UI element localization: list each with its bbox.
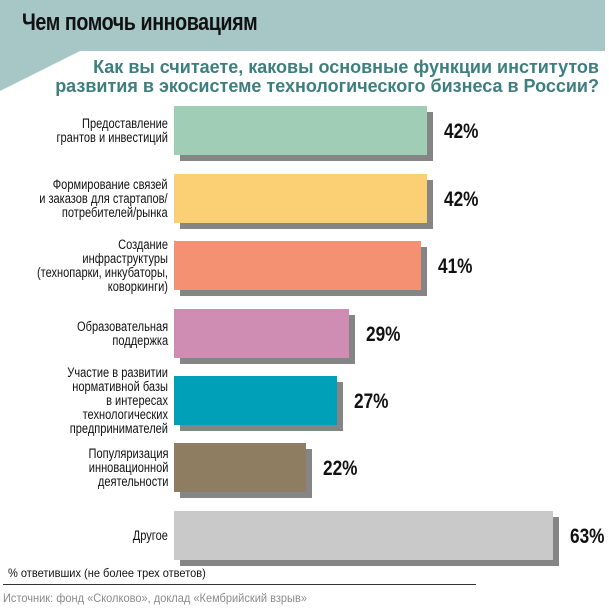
source-note: Источник: фонд «Сколково», доклад «Кембр… — [3, 591, 307, 605]
bar-label: Образовательная поддержка — [57, 309, 168, 358]
bar-row: Другое 63% — [0, 511, 609, 567]
bar — [174, 443, 306, 492]
subtitle-line-1: Как вы считаете, каковы основные функции… — [93, 57, 599, 77]
bar-row: Образовательная поддержка 29% — [0, 309, 609, 365]
chart-title: Чем помочь инновациям — [22, 9, 258, 36]
axis-note: % ответивших (не более трех ответов) — [8, 566, 206, 580]
bar — [174, 511, 553, 560]
bar-label: Другое — [125, 511, 168, 560]
header-banner — [0, 0, 605, 51]
bar-row: Популяризация инновационной деятельности… — [0, 443, 609, 499]
bar-label-text: Формирование связей и заказов для старта… — [39, 176, 169, 220]
bar-label-text: Образовательная поддержка — [76, 318, 168, 348]
bar-value-label: 22% — [323, 457, 358, 480]
bar-label: Формирование связей и заказов для старта… — [11, 174, 168, 223]
bar-label: Участие в развитии нормативной базы в ин… — [0, 365, 168, 435]
bar-label-text: Популяризация инновационной деятельности — [88, 445, 168, 489]
bar-label-text: Создание инфраструктуры (технопарки, инк… — [36, 236, 168, 294]
bar-value-label: 41% — [438, 255, 473, 278]
bar-value-label: 27% — [354, 390, 389, 413]
bar — [174, 241, 421, 290]
divider — [3, 584, 476, 585]
bar-label-text: Другое — [132, 527, 168, 543]
bar-label-text: Предоставление грантов и инвестиций — [56, 115, 168, 145]
subtitle-line-2: развития в экосистеме технологического б… — [55, 76, 599, 96]
bar-row: Создание инфраструктуры (технопарки, инк… — [0, 237, 609, 297]
chart-subtitle: Как вы считаете, каковы основные функции… — [39, 58, 599, 96]
bar — [174, 106, 427, 155]
bar-value-label: 29% — [366, 323, 401, 346]
bar-row: Предоставление грантов и инвестиций 42% — [0, 106, 609, 162]
bar-value-label: 42% — [444, 188, 479, 211]
bar-value-label: 42% — [444, 120, 479, 143]
bar — [174, 376, 337, 425]
bar-label: Предоставление грантов и инвестиций — [32, 106, 168, 155]
bar-label: Создание инфраструктуры (технопарки, инк… — [0, 237, 168, 293]
bar-row: Участие в развитии нормативной базы в ин… — [0, 365, 609, 435]
bar-row: Формирование связей и заказов для старта… — [0, 174, 609, 230]
bar — [174, 309, 349, 358]
banner-pointer-shape — [0, 51, 80, 91]
bar-value-label: 63% — [570, 525, 605, 548]
bar-label: Популяризация инновационной деятельности — [71, 443, 168, 492]
bar-label-text: Участие в развитии нормативной базы в ин… — [67, 364, 168, 436]
bar — [174, 174, 427, 223]
